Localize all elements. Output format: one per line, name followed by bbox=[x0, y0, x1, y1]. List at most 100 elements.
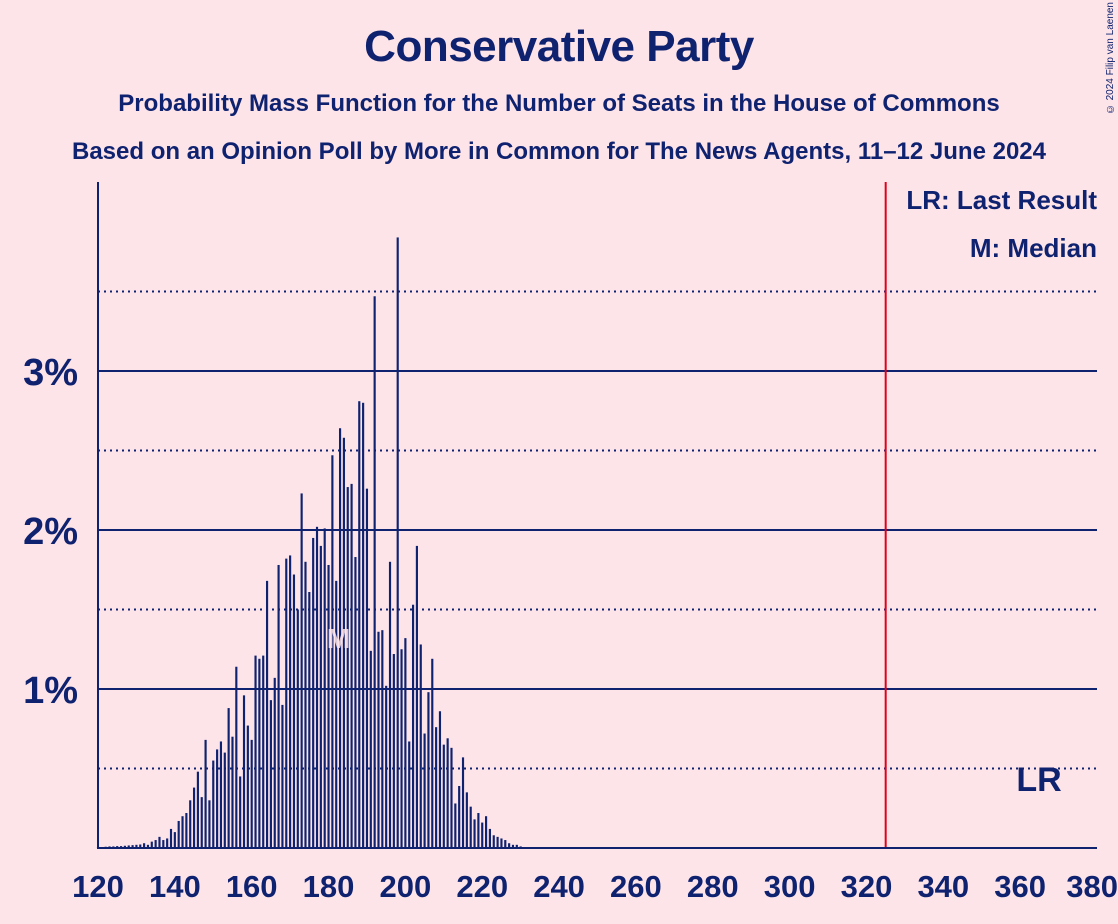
bar bbox=[419, 644, 422, 848]
chart-source: Based on an Opinion Poll by More in Comm… bbox=[72, 138, 1046, 165]
bar bbox=[200, 797, 203, 848]
bar bbox=[473, 819, 476, 848]
bar bbox=[404, 638, 407, 848]
bar bbox=[246, 725, 249, 848]
bar bbox=[427, 692, 430, 848]
bar bbox=[223, 752, 226, 848]
bar bbox=[381, 630, 384, 848]
bar bbox=[450, 747, 453, 848]
bar bbox=[150, 841, 153, 848]
bar bbox=[242, 695, 246, 848]
bar bbox=[442, 744, 445, 848]
bar bbox=[488, 828, 491, 848]
bar bbox=[250, 739, 253, 848]
bar bbox=[312, 537, 315, 848]
bar bbox=[258, 658, 261, 848]
bar bbox=[377, 631, 380, 848]
x-tick-label: 240 bbox=[533, 869, 585, 904]
x-tick-label: 220 bbox=[456, 869, 508, 904]
bar bbox=[484, 816, 488, 848]
x-tick-label: 380 bbox=[1066, 869, 1118, 904]
bar bbox=[500, 838, 503, 848]
last-result-label: LR bbox=[1016, 761, 1061, 799]
bar bbox=[308, 592, 311, 848]
bar bbox=[369, 650, 372, 848]
x-tick-label: 340 bbox=[917, 869, 969, 904]
x-tick-label: 320 bbox=[841, 869, 893, 904]
bar bbox=[338, 428, 342, 848]
bar bbox=[181, 816, 184, 848]
bar bbox=[323, 528, 326, 848]
bar-series bbox=[96, 237, 522, 848]
bar bbox=[492, 835, 495, 848]
bar bbox=[212, 760, 215, 848]
bar bbox=[192, 787, 196, 848]
bar bbox=[435, 727, 438, 848]
bar bbox=[446, 738, 449, 848]
bar bbox=[227, 708, 230, 848]
x-tick-label: 360 bbox=[994, 869, 1046, 904]
bar bbox=[465, 792, 468, 848]
bar bbox=[139, 844, 142, 848]
bar bbox=[458, 785, 461, 848]
bar bbox=[169, 828, 173, 848]
bar bbox=[131, 845, 134, 848]
x-tick-label: 300 bbox=[764, 869, 816, 904]
bar bbox=[162, 840, 165, 848]
bar bbox=[196, 771, 199, 848]
bar bbox=[143, 843, 146, 848]
bar bbox=[254, 655, 257, 848]
bar bbox=[281, 704, 284, 848]
bar bbox=[123, 845, 126, 848]
bar bbox=[219, 741, 223, 848]
bar bbox=[216, 749, 219, 848]
bar bbox=[331, 455, 334, 848]
bar bbox=[166, 838, 169, 848]
bar bbox=[231, 736, 234, 848]
bar bbox=[358, 401, 361, 848]
bar bbox=[292, 574, 296, 848]
x-tick-label: 140 bbox=[149, 869, 201, 904]
bar bbox=[469, 806, 472, 848]
bar bbox=[392, 654, 395, 848]
bar bbox=[327, 564, 330, 848]
bar bbox=[362, 402, 365, 848]
bar bbox=[304, 561, 307, 848]
bar bbox=[373, 296, 376, 848]
bar bbox=[189, 800, 192, 848]
bar bbox=[411, 604, 415, 848]
x-tick-label: 160 bbox=[226, 869, 278, 904]
legend-median: M: Median bbox=[970, 233, 1097, 263]
legend-last-result: LR: Last Result bbox=[906, 185, 1097, 215]
bar bbox=[431, 658, 434, 848]
bar bbox=[204, 739, 207, 848]
bar bbox=[515, 844, 518, 848]
grid-lines bbox=[98, 290, 1097, 770]
bar bbox=[423, 733, 426, 848]
bar bbox=[438, 711, 442, 848]
y-tick-label: 2% bbox=[23, 511, 78, 553]
markers: LR M bbox=[327, 182, 1062, 848]
bar bbox=[481, 822, 484, 848]
bar bbox=[158, 836, 161, 848]
axes bbox=[97, 182, 1097, 849]
chart-title: Conservative Party bbox=[364, 22, 754, 71]
bar bbox=[154, 840, 157, 848]
bar bbox=[508, 843, 511, 848]
chart-subtitle: Probability Mass Function for the Number… bbox=[118, 90, 1000, 117]
bar bbox=[265, 580, 269, 848]
bar bbox=[269, 700, 272, 848]
bar bbox=[477, 813, 480, 848]
bar bbox=[335, 580, 338, 848]
bar bbox=[385, 685, 388, 848]
bar bbox=[300, 493, 303, 848]
bar bbox=[365, 488, 369, 848]
bar bbox=[400, 649, 403, 848]
bar bbox=[273, 677, 276, 848]
bar bbox=[135, 844, 138, 848]
bar bbox=[461, 757, 465, 848]
bar bbox=[504, 840, 507, 848]
bar bbox=[319, 545, 322, 848]
bar bbox=[350, 483, 353, 848]
bar bbox=[239, 776, 242, 848]
